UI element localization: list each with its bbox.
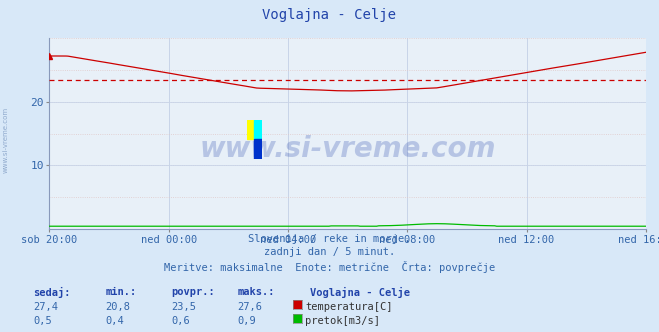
- Text: sedaj:: sedaj:: [33, 287, 71, 298]
- Text: temperatura[C]: temperatura[C]: [305, 302, 393, 312]
- Bar: [254, 139, 262, 159]
- Text: 23,5: 23,5: [171, 302, 196, 312]
- Text: maks.:: maks.:: [237, 287, 275, 297]
- Text: povpr.:: povpr.:: [171, 287, 215, 297]
- Text: 0,5: 0,5: [33, 316, 51, 326]
- Text: www.si-vreme.com: www.si-vreme.com: [2, 106, 9, 173]
- Bar: [247, 120, 254, 139]
- Text: pretok[m3/s]: pretok[m3/s]: [305, 316, 380, 326]
- Text: Slovenija / reke in morje.: Slovenija / reke in morje.: [248, 234, 411, 244]
- Text: 27,6: 27,6: [237, 302, 262, 312]
- Text: min.:: min.:: [105, 287, 136, 297]
- Text: 0,6: 0,6: [171, 316, 190, 326]
- Text: Voglajna - Celje: Voglajna - Celje: [310, 287, 410, 298]
- Bar: [254, 120, 262, 139]
- Text: 20,8: 20,8: [105, 302, 130, 312]
- Text: zadnji dan / 5 minut.: zadnji dan / 5 minut.: [264, 247, 395, 257]
- Text: 27,4: 27,4: [33, 302, 58, 312]
- Text: 0,4: 0,4: [105, 316, 124, 326]
- Text: 0,9: 0,9: [237, 316, 256, 326]
- Text: Voglajna - Celje: Voglajna - Celje: [262, 8, 397, 22]
- Text: Meritve: maksimalne  Enote: metrične  Črta: povprečje: Meritve: maksimalne Enote: metrične Črta…: [164, 261, 495, 273]
- Text: www.si-vreme.com: www.si-vreme.com: [200, 135, 496, 163]
